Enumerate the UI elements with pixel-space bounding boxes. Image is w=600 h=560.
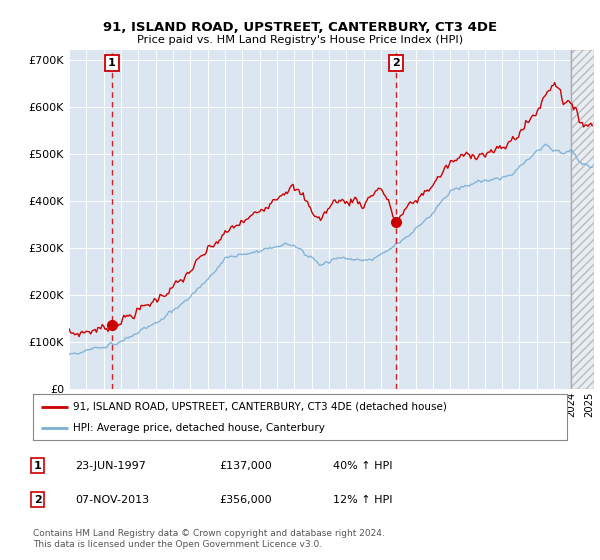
Text: Price paid vs. HM Land Registry's House Price Index (HPI): Price paid vs. HM Land Registry's House … [137,35,463,45]
Text: HPI: Average price, detached house, Canterbury: HPI: Average price, detached house, Cant… [73,423,325,433]
Text: 91, ISLAND ROAD, UPSTREET, CANTERBURY, CT3 4DE: 91, ISLAND ROAD, UPSTREET, CANTERBURY, C… [103,21,497,34]
Text: 40% ↑ HPI: 40% ↑ HPI [333,461,392,471]
Text: £356,000: £356,000 [219,494,272,505]
Text: 1: 1 [108,58,116,68]
Text: 07-NOV-2013: 07-NOV-2013 [75,494,149,505]
Text: Contains HM Land Registry data © Crown copyright and database right 2024.
This d: Contains HM Land Registry data © Crown c… [33,529,385,549]
Text: 1: 1 [34,461,41,471]
Text: 2: 2 [392,58,400,68]
Text: 91, ISLAND ROAD, UPSTREET, CANTERBURY, CT3 4DE (detached house): 91, ISLAND ROAD, UPSTREET, CANTERBURY, C… [73,402,447,412]
Text: 2: 2 [34,494,41,505]
Text: 12% ↑ HPI: 12% ↑ HPI [333,494,392,505]
Text: 23-JUN-1997: 23-JUN-1997 [75,461,146,471]
Text: £137,000: £137,000 [219,461,272,471]
